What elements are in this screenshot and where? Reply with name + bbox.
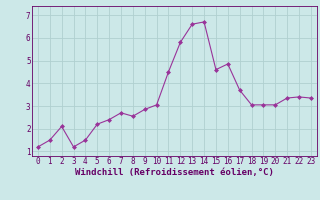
X-axis label: Windchill (Refroidissement éolien,°C): Windchill (Refroidissement éolien,°C) (75, 168, 274, 177)
